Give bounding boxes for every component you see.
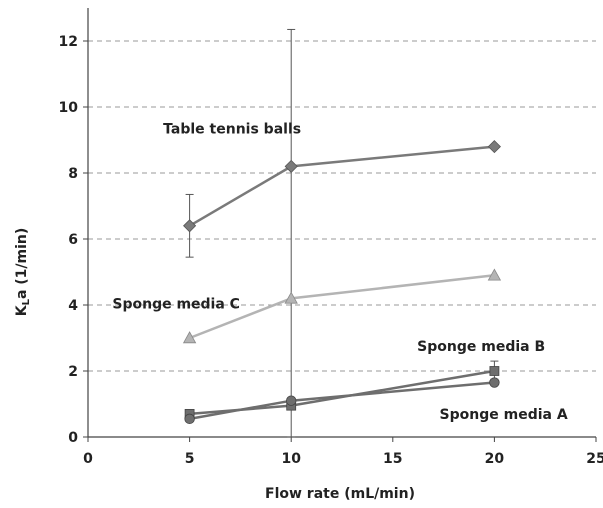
x-tick-label: 15 [383,451,402,467]
annotations: Table tennis balls Sponge media C Sponge m… [112,121,567,422]
y-tick-label: 12 [59,34,78,50]
series-table-tennis-balls [183,28,501,438]
x-axis-label: Flow rate (mL/min) [265,486,415,502]
series-sponge-media-a [184,377,500,425]
data-point [284,291,298,304]
x-tick-label: 25 [586,451,603,467]
tick-labels: 0 2 4 6 8 10 12 0 5 10 15 20 25 [59,34,603,467]
series-sponge-media-c [182,268,502,344]
data-point [286,395,297,406]
series-line [188,145,495,227]
data-point [489,377,500,388]
x-tick-label: 5 [185,451,195,467]
y-axis-label: KLa (1/min) [14,228,32,317]
x-tick-label: 20 [485,451,505,467]
y-tick-label: 2 [68,364,78,380]
x-tick-label: 0 [83,451,93,467]
y-tick-label: 4 [68,298,78,314]
data-point [487,140,501,154]
data-point [183,219,197,233]
data-point [487,268,502,281]
annotation-label: Table tennis balls [163,121,301,137]
series-layer [182,28,502,438]
annotation-label: Sponge media A [440,407,568,423]
gridlines [88,40,596,372]
y-tick-label: 8 [68,166,78,182]
y-tick-label: 0 [68,430,78,446]
y-tick-label: 6 [68,232,78,248]
axes [83,8,597,442]
y-tick-label: 10 [59,100,79,116]
x-tick-label: 10 [281,451,301,467]
annotation-label: Sponge media C [112,296,240,312]
data-point [284,159,298,173]
data-point [184,413,195,425]
annotation-label: Sponge media B [417,339,545,355]
data-point [489,366,500,376]
data-point [182,331,197,344]
